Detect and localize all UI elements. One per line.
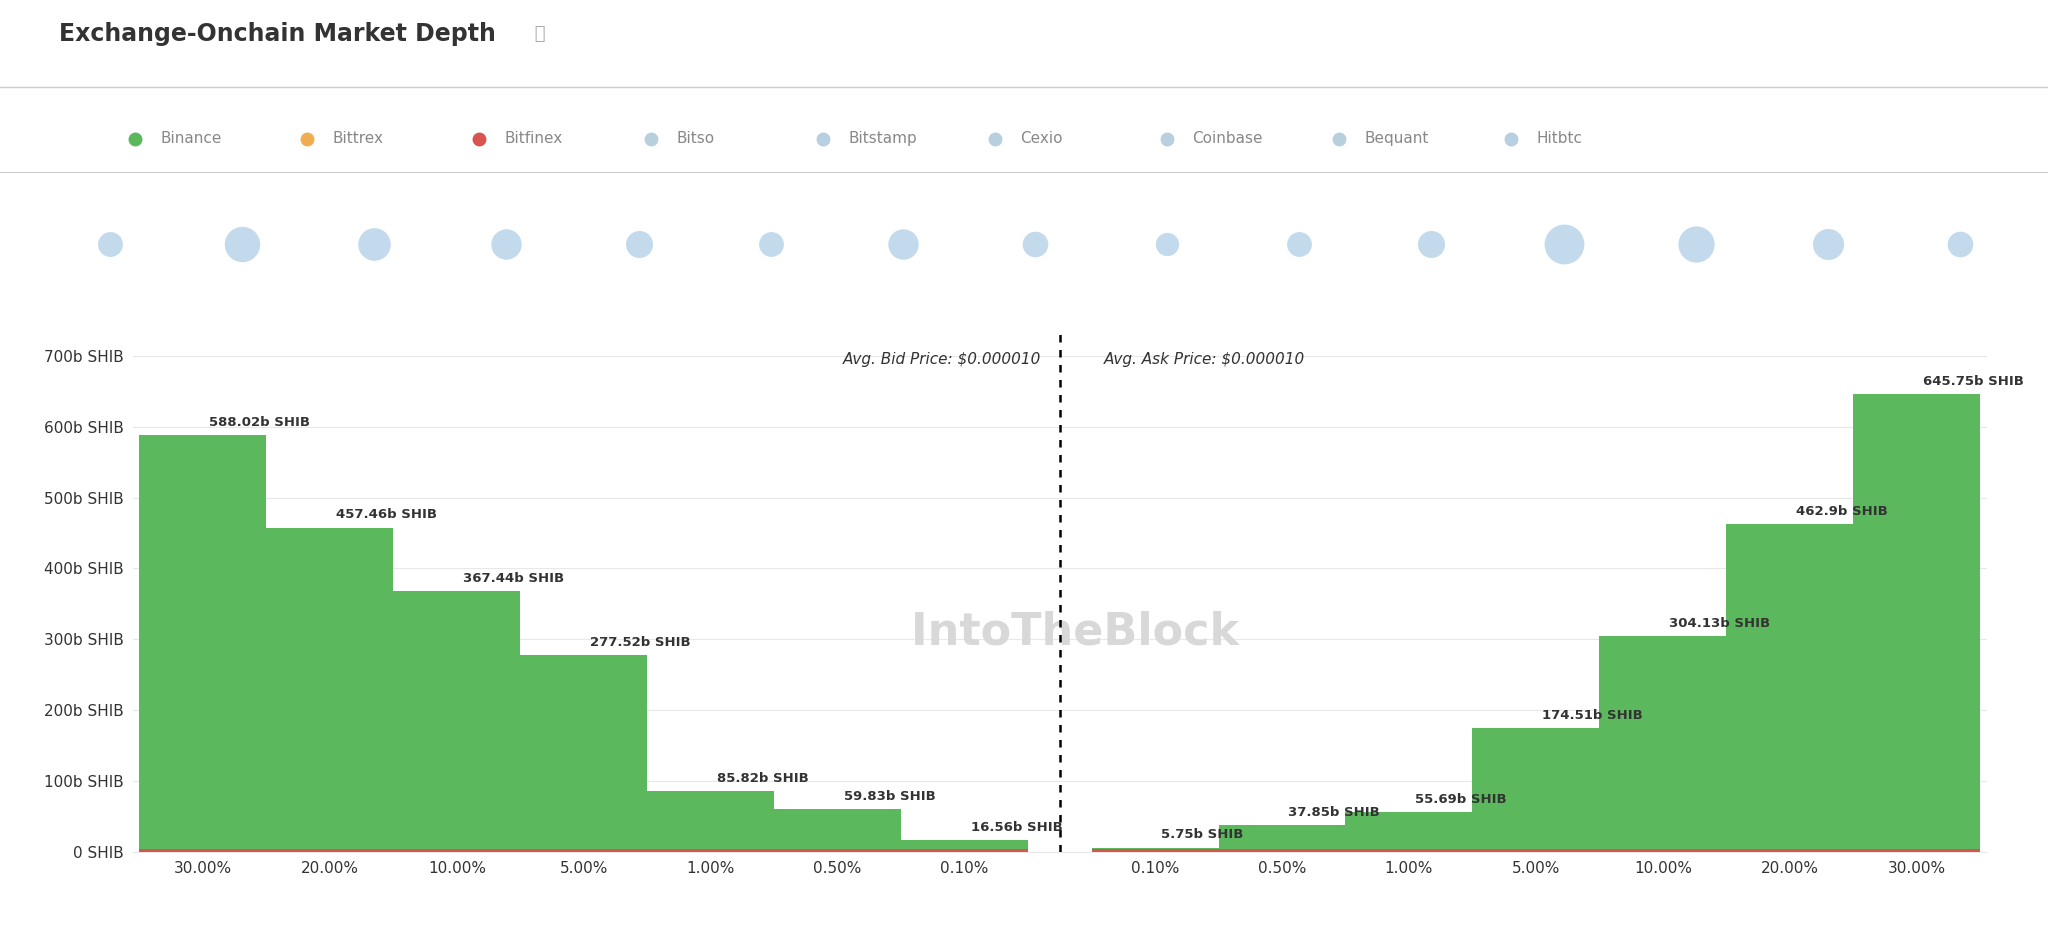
Text: Bittrex: Bittrex <box>332 131 383 147</box>
Point <box>1546 237 1579 252</box>
Bar <box>1092 848 1219 852</box>
Text: Exchange-Onchain Market Depth: Exchange-Onchain Market Depth <box>59 22 496 46</box>
Point <box>358 237 391 252</box>
Point <box>1415 237 1448 252</box>
Text: 37.85b SHIB: 37.85b SHIB <box>1288 806 1380 819</box>
Bar <box>647 791 774 852</box>
Bar <box>1346 812 1473 852</box>
Text: 5.75b SHIB: 5.75b SHIB <box>1161 828 1243 841</box>
Bar <box>774 849 901 852</box>
Point <box>94 237 127 252</box>
Text: 457.46b SHIB: 457.46b SHIB <box>336 508 436 521</box>
Text: 367.44b SHIB: 367.44b SHIB <box>463 572 565 585</box>
Text: IntoTheBlock: IntoTheBlock <box>881 610 1239 653</box>
Point <box>754 237 786 252</box>
Bar <box>393 849 520 852</box>
Bar <box>139 435 266 852</box>
Bar <box>1473 849 1599 852</box>
Point <box>887 237 920 252</box>
Bar <box>1726 849 1853 852</box>
Bar <box>266 849 393 852</box>
Text: Avg. Ask Price: $0.000010: Avg. Ask Price: $0.000010 <box>1104 352 1305 367</box>
Bar <box>1473 728 1599 852</box>
Text: Bitso: Bitso <box>676 131 715 147</box>
Point <box>225 237 258 252</box>
Text: Binance: Binance <box>160 131 221 147</box>
Bar <box>1853 394 1980 852</box>
Point <box>623 237 655 252</box>
Bar <box>647 849 774 852</box>
Bar <box>1219 825 1346 852</box>
Bar <box>901 849 1028 852</box>
Text: Coinbase: Coinbase <box>1192 131 1262 147</box>
Text: Bequant: Bequant <box>1364 131 1427 147</box>
Text: 277.52b SHIB: 277.52b SHIB <box>590 636 690 649</box>
Point <box>1812 237 1845 252</box>
Bar <box>139 849 266 852</box>
Bar <box>774 810 901 852</box>
Text: Hitbtc: Hitbtc <box>1536 131 1581 147</box>
Point <box>1944 237 1976 252</box>
Text: 304.13b SHIB: 304.13b SHIB <box>1669 617 1769 630</box>
Text: 55.69b SHIB: 55.69b SHIB <box>1415 793 1507 806</box>
Text: 588.02b SHIB: 588.02b SHIB <box>209 416 311 429</box>
Bar <box>520 655 647 852</box>
Bar <box>1346 849 1473 852</box>
Bar <box>1726 524 1853 852</box>
Bar <box>266 528 393 852</box>
Point <box>1679 237 1712 252</box>
Bar <box>393 592 520 852</box>
Text: Cexio: Cexio <box>1020 131 1063 147</box>
Bar <box>1092 849 1219 852</box>
Bar <box>1853 849 1980 852</box>
Text: Bitstamp: Bitstamp <box>848 131 918 147</box>
Text: Bitfinex: Bitfinex <box>504 131 563 147</box>
Text: 462.9b SHIB: 462.9b SHIB <box>1796 505 1888 518</box>
Point <box>1018 237 1051 252</box>
Point <box>1282 237 1315 252</box>
Bar <box>1219 849 1346 852</box>
Text: 85.82b SHIB: 85.82b SHIB <box>717 771 809 784</box>
Bar <box>520 849 647 852</box>
Bar <box>1599 636 1726 852</box>
Point <box>489 237 522 252</box>
Text: 59.83b SHIB: 59.83b SHIB <box>844 790 936 803</box>
Bar <box>1599 849 1726 852</box>
Text: 16.56b SHIB: 16.56b SHIB <box>971 821 1063 834</box>
Text: ❓: ❓ <box>528 24 547 43</box>
Text: 645.75b SHIB: 645.75b SHIB <box>1923 375 2023 388</box>
Text: Avg. Bid Price: $0.000010: Avg. Bid Price: $0.000010 <box>842 352 1040 367</box>
Text: 174.51b SHIB: 174.51b SHIB <box>1542 709 1642 722</box>
Bar <box>901 840 1028 852</box>
Point <box>1151 237 1184 252</box>
